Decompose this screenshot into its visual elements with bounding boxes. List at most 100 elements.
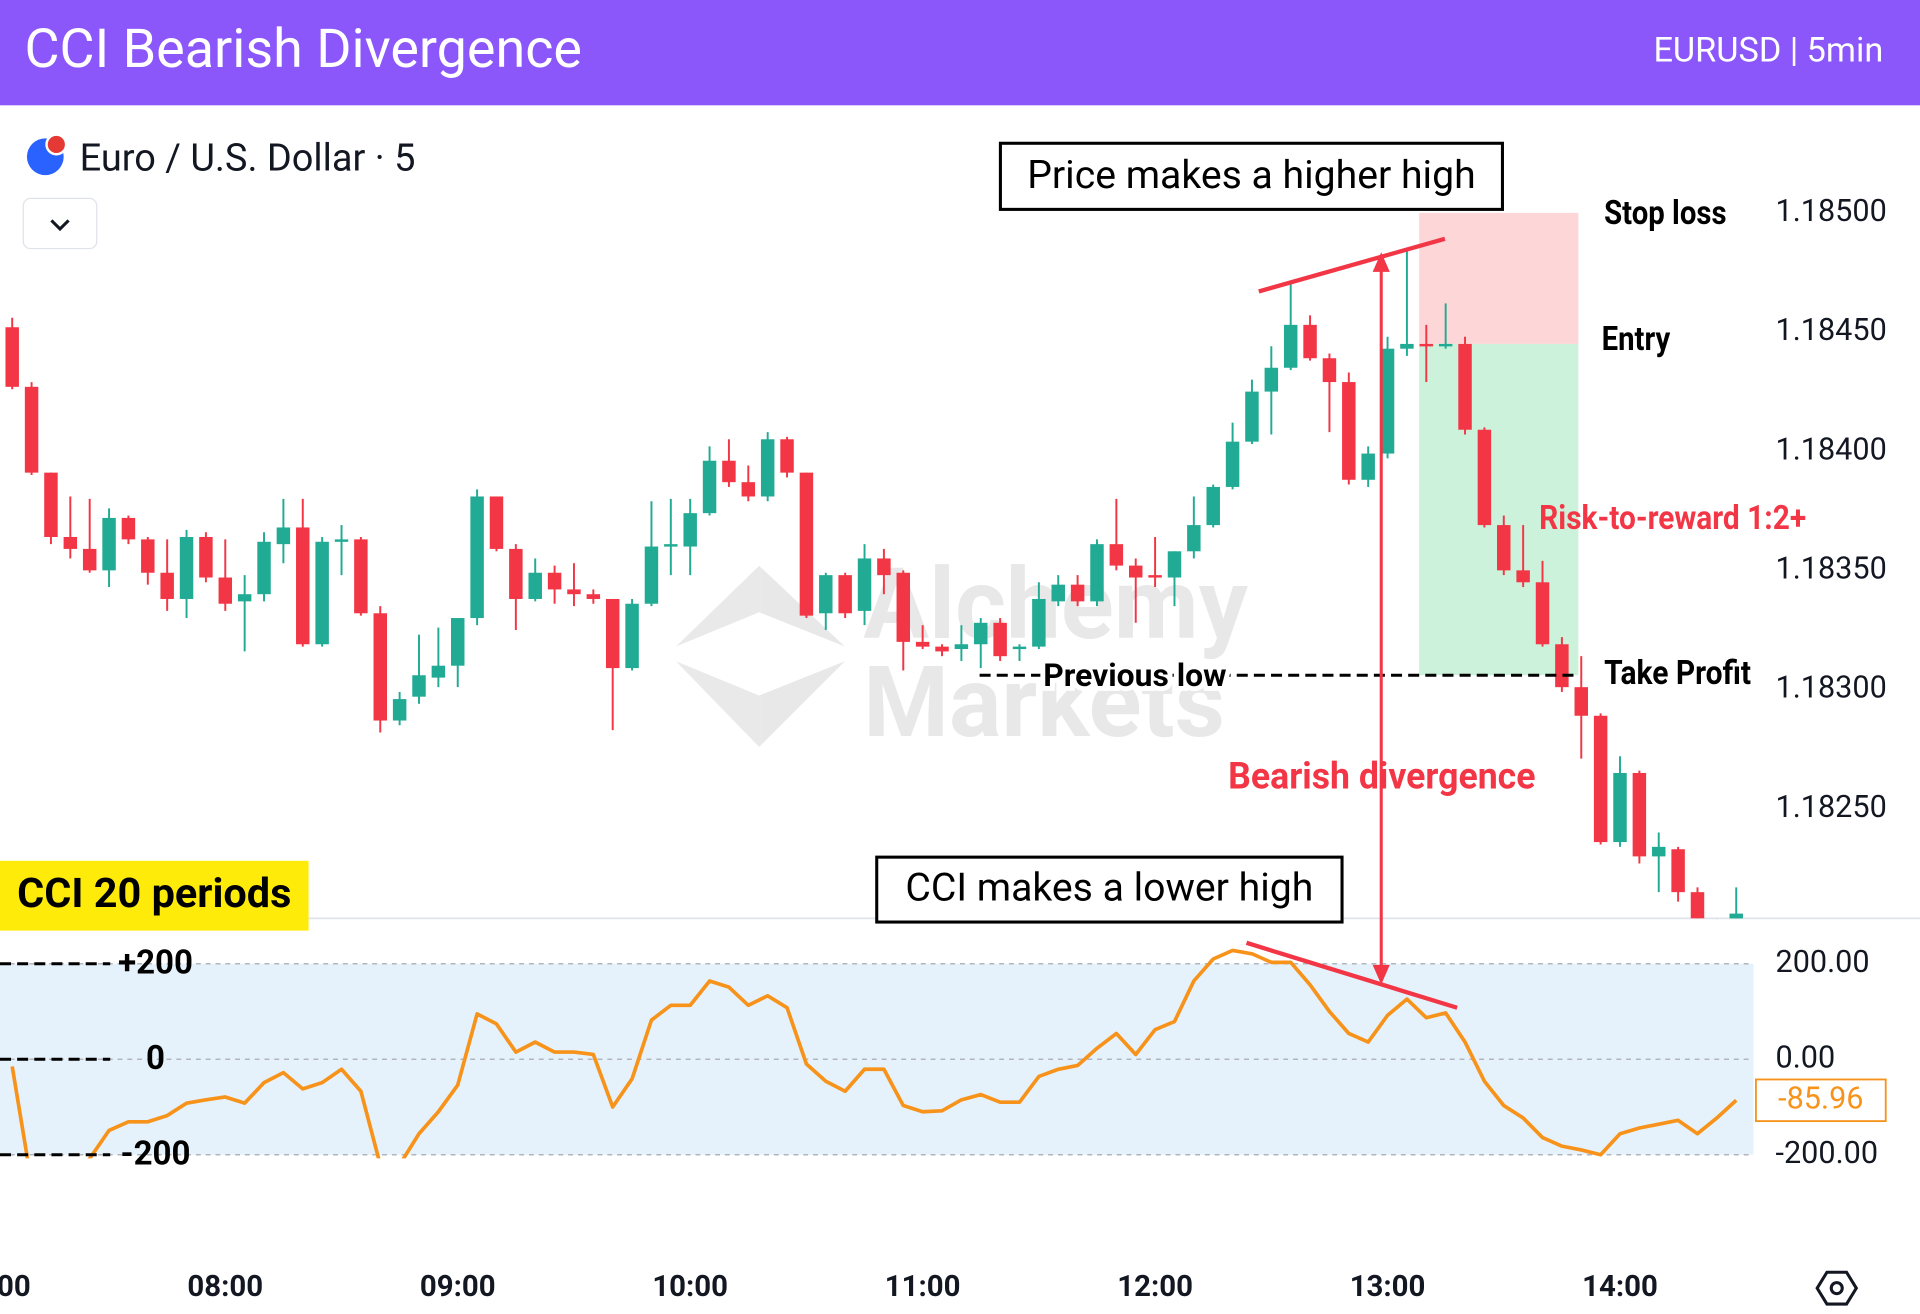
y-tick-label: 1.18400 (1776, 432, 1887, 467)
candle-body (625, 603, 639, 669)
candle-body (1729, 913, 1743, 919)
candle-body (1148, 575, 1162, 578)
header-subtitle: EURUSD | 5min (1653, 31, 1883, 71)
dropdown-button[interactable] (22, 197, 98, 250)
candle-body (1535, 582, 1550, 645)
candle-body (392, 699, 407, 721)
candle-body (1090, 544, 1104, 602)
candle-body (218, 577, 233, 604)
candle-body (24, 386, 39, 473)
candle-body (974, 622, 988, 645)
y-tick-label: 1.18300 (1776, 671, 1887, 706)
level-label: 0 (146, 1039, 165, 1078)
candle-body (1380, 348, 1395, 454)
candle-body (373, 613, 387, 721)
y-tick-label: 200.00 (1776, 945, 1870, 980)
candle-body (1690, 892, 1705, 919)
candle-body (1419, 343, 1434, 347)
x-tick-label: 09:00 (420, 1270, 496, 1304)
x-tick-label: 14:00 (1582, 1270, 1658, 1304)
risk-reward-label: Risk-to-reward 1:2+ (1539, 499, 1806, 538)
candle-body (1710, 918, 1723, 939)
candle-body (683, 513, 697, 547)
candle-body (1477, 429, 1492, 526)
candle-body (509, 548, 523, 599)
candle-body (1342, 382, 1356, 480)
candle-body (896, 572, 911, 642)
x-tick-label: 10:00 (652, 1270, 728, 1304)
candle-body (799, 472, 814, 616)
candle-body (1109, 544, 1124, 566)
stop-loss-label: Stop loss (1604, 194, 1726, 233)
candle-body (838, 575, 852, 614)
candle-body (741, 482, 756, 497)
y-tick-label: 1.18350 (1776, 551, 1887, 586)
candle-body (1438, 343, 1453, 347)
candle-body (237, 594, 252, 602)
candle-body (760, 439, 775, 497)
candle-body (141, 539, 155, 573)
candle-body (722, 460, 736, 483)
note-box (998, 141, 1504, 211)
candle-body (605, 598, 620, 669)
candle-body (702, 460, 717, 514)
candle-body (199, 536, 213, 578)
cci-trendline (1245, 940, 1458, 1010)
last-value-label: -85.96 (1778, 1081, 1863, 1116)
candle-body (121, 517, 136, 540)
cci-title: CCI 20 periods (17, 870, 291, 917)
cci-title-box (0, 860, 309, 931)
candle-body (935, 646, 949, 652)
settings-icon[interactable] (1815, 1270, 1859, 1306)
entry-label: Entry (1602, 320, 1671, 359)
candle-body (1051, 584, 1065, 602)
y-tick-label: 1.18500 (1776, 194, 1887, 229)
candle-body (547, 572, 562, 590)
candle-body (412, 675, 426, 697)
candle-body (1497, 525, 1511, 571)
price-note: Price makes a higher high (1027, 152, 1475, 198)
x-tick-label: 12:00 (1117, 1270, 1193, 1304)
level-label: +200 (118, 944, 193, 983)
candle-body (1225, 441, 1240, 487)
candle-body (82, 548, 97, 571)
candle-body (1516, 570, 1530, 583)
watermark-text: Markets (863, 645, 1225, 760)
candle-body (1070, 584, 1085, 602)
candle-body (1671, 849, 1685, 893)
candle-body (431, 665, 446, 678)
candle-body (780, 439, 794, 473)
candle-body (1032, 598, 1046, 647)
candle-body (315, 541, 329, 645)
candle-body (296, 527, 310, 645)
previous-low-label: Previous low (1043, 656, 1226, 694)
stop-zone (1419, 212, 1579, 344)
candle-body (1264, 367, 1279, 392)
candle-body (44, 472, 58, 537)
take-profit-label: Take Profit (1604, 654, 1751, 693)
candle-body (1283, 324, 1298, 368)
settings-icon (1829, 1281, 1844, 1296)
candle-body (644, 546, 659, 604)
y-tick-label: 0.00 (1776, 1040, 1836, 1075)
flag-icon (45, 133, 68, 156)
candle-body (63, 536, 78, 549)
candle-body (257, 541, 271, 595)
candle-body (915, 641, 930, 647)
x-tick-label: 11:00 (885, 1270, 961, 1304)
candle-body (877, 558, 891, 576)
x-tick-label: 08:00 (187, 1270, 263, 1304)
note-box (875, 855, 1344, 924)
candle-body (1187, 525, 1201, 552)
candle-body (160, 572, 174, 599)
price-trendline (1258, 236, 1446, 294)
candle-body (1303, 324, 1317, 359)
candle-body (528, 572, 542, 599)
y-tick-label: -200.00 (1776, 1136, 1879, 1171)
candle-body (1167, 551, 1182, 578)
candle-body (1593, 715, 1608, 843)
x-tick-label: 13:00 (1350, 1270, 1426, 1304)
candle-body (102, 517, 116, 571)
candle-body (489, 496, 504, 549)
